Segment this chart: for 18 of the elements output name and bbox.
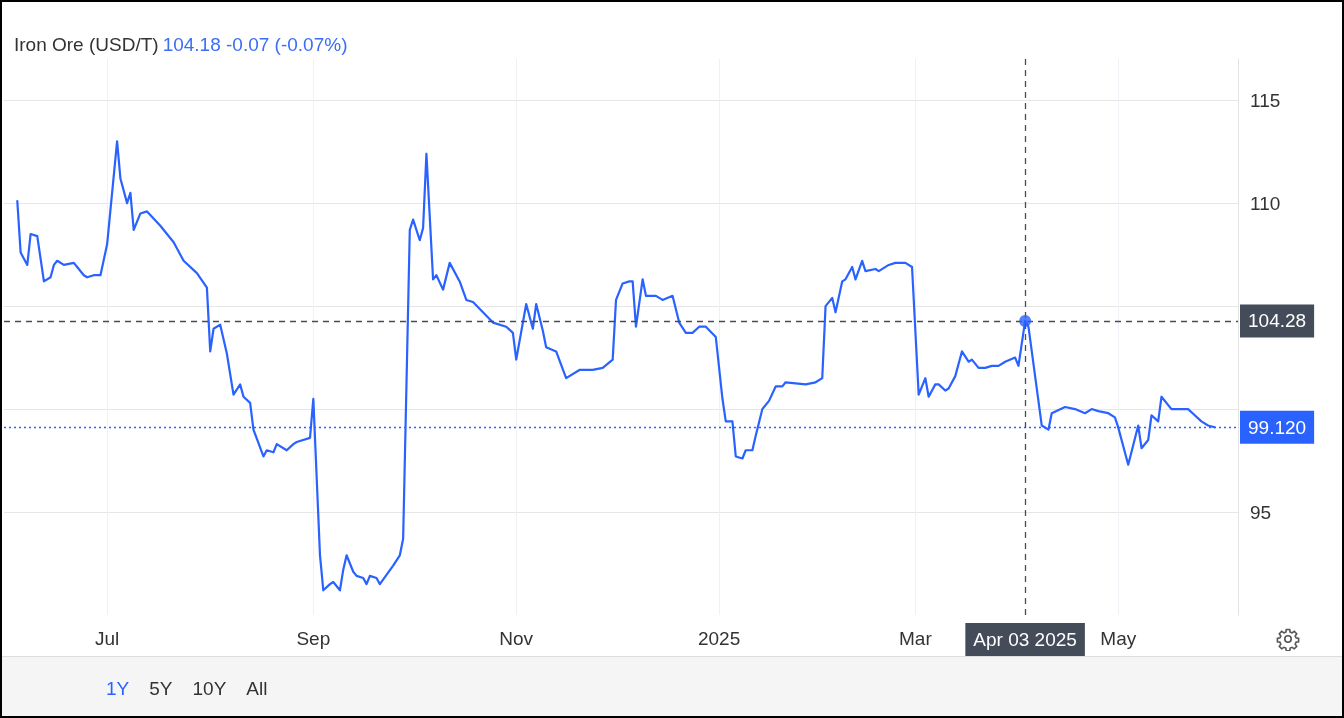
y-tick-label: 110: [1250, 192, 1281, 214]
x-tick-label: Mar: [899, 628, 933, 649]
chart-subtitle: 104.18 -0.07 (-0.07%): [162, 34, 348, 55]
text: All: [246, 678, 268, 699]
ref-line-label: 99.120: [1248, 416, 1307, 438]
y-tick-label: 95: [1250, 501, 1272, 523]
text: 1Y: [106, 678, 130, 699]
y-tick-label: 115: [1250, 89, 1281, 111]
x-tick-label: Jul: [94, 628, 120, 649]
x-tick-label: Nov: [499, 628, 534, 649]
text: 10Y: [192, 678, 227, 699]
text: 5Y: [149, 678, 173, 699]
chart-title: Iron Ore (USD/T): [14, 34, 159, 55]
ref-line-label: Apr 03 2025: [973, 629, 1077, 650]
ref-line-label: 104.28: [1248, 310, 1307, 332]
x-tick-label: May: [1100, 628, 1137, 649]
x-tick-label: Sep: [296, 628, 331, 649]
x-tick-label: 2025: [697, 628, 741, 649]
